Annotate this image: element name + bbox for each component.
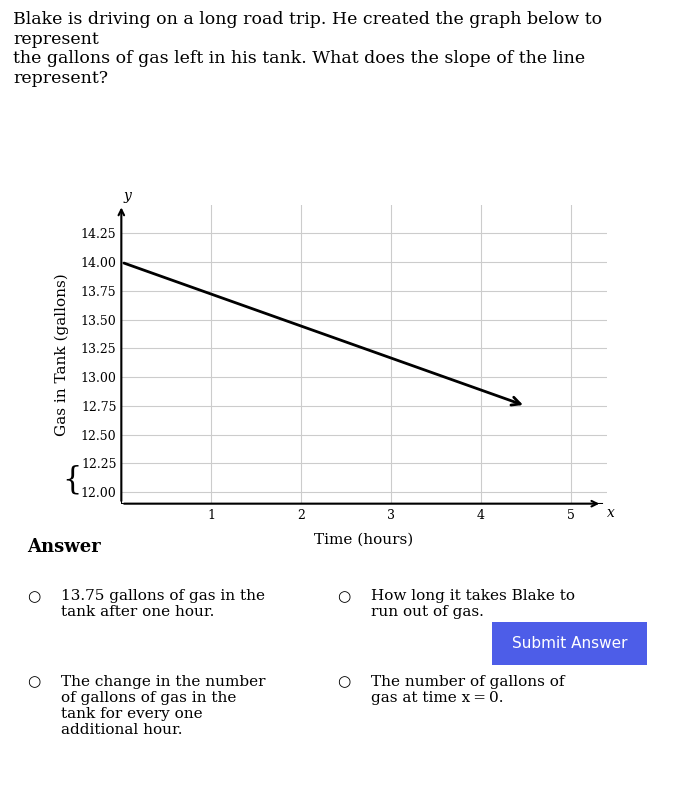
Text: The number of gallons of
gas at time x = 0.: The number of gallons of gas at time x =… [371, 674, 564, 705]
Text: Answer: Answer [27, 538, 100, 556]
Text: ○: ○ [337, 589, 350, 604]
Text: ○: ○ [27, 674, 40, 689]
Text: ○: ○ [27, 589, 40, 604]
Text: The change in the number
of gallons of gas in the
tank for every one
additional : The change in the number of gallons of g… [61, 674, 265, 737]
Text: 13.75 gallons of gas in the
tank after one hour.: 13.75 gallons of gas in the tank after o… [61, 589, 265, 619]
Text: How long it takes Blake to
run out of gas.: How long it takes Blake to run out of ga… [371, 589, 575, 619]
Text: {: { [62, 464, 82, 496]
Text: ○: ○ [337, 674, 350, 689]
Text: Submit Answer: Submit Answer [512, 636, 627, 651]
Text: y: y [123, 190, 131, 204]
Text: Blake is driving on a long road trip. He created the graph below to represent
th: Blake is driving on a long road trip. He… [13, 11, 603, 87]
X-axis label: Time (hours): Time (hours) [314, 533, 414, 547]
Y-axis label: Gas in Tank (gallons): Gas in Tank (gallons) [55, 273, 69, 435]
Text: x: x [607, 506, 615, 520]
